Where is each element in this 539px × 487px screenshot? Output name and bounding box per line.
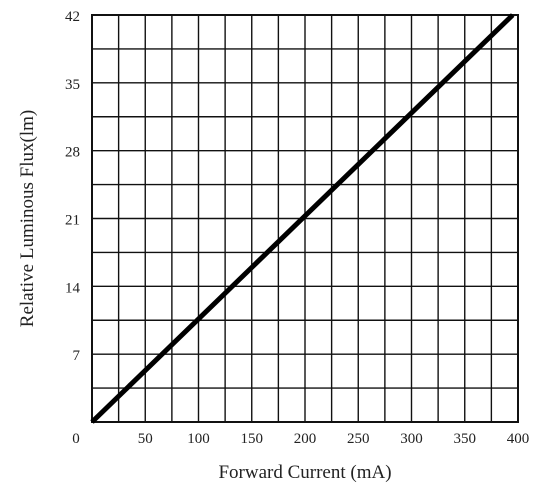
y-tick-label: 35 xyxy=(65,77,80,93)
series-line-1 xyxy=(90,13,515,424)
x-axis-label: Forward Current (mA) xyxy=(218,462,391,483)
x-tick-label: 200 xyxy=(294,431,317,447)
series-layer xyxy=(90,13,515,424)
y-tick-label: 14 xyxy=(65,280,81,296)
x-tick-label: 50 xyxy=(138,431,153,447)
y-tick-label: 21 xyxy=(65,213,80,229)
x-tick-labels: 0 50 100 150 200 250 300 350 400 xyxy=(72,431,529,447)
x-tick-label: 350 xyxy=(454,431,477,447)
x-tick-label: 300 xyxy=(400,431,423,447)
plot-frame xyxy=(91,14,519,423)
y-tick-labels: 7 14 21 28 35 42 xyxy=(65,9,81,364)
y-axis-label: Relative Luminous Flux(lm) xyxy=(17,110,38,327)
x-tick-label: 0 xyxy=(72,431,80,447)
y-tick-label: 7 xyxy=(73,348,81,364)
x-tick-label: 400 xyxy=(507,431,530,447)
y-tick-label: 28 xyxy=(65,145,80,161)
y-tick-label: 42 xyxy=(65,9,80,25)
x-tick-label: 250 xyxy=(347,431,370,447)
x-tick-label: 150 xyxy=(241,431,264,447)
x-tick-label: 100 xyxy=(187,431,210,447)
